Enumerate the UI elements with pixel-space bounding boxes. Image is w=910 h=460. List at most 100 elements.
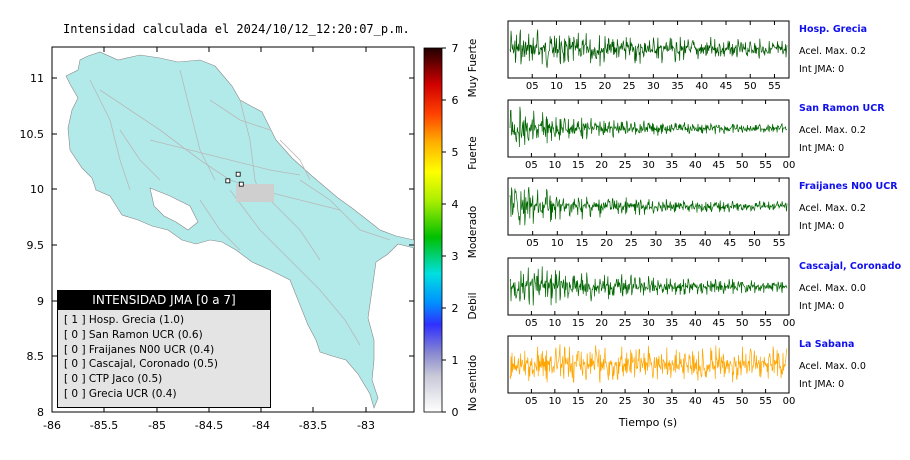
colorbar-tick-label: 6 xyxy=(452,94,459,107)
map-y-tick-label: 10 xyxy=(30,183,44,196)
trace-x-tick-label: 15 xyxy=(576,238,589,249)
map-x-tick-label: -83 xyxy=(357,419,375,432)
trace-x-tick-label: 25 xyxy=(623,81,636,92)
station-accel: Acel. Max. 0.2 xyxy=(799,46,866,57)
trace-x-tick-label: 55 xyxy=(768,81,781,92)
station-accel: Acel. Max. 0.0 xyxy=(799,283,866,294)
trace-panel: 05 10 15 20 25 30 35 40 45 50 55 xyxy=(507,20,790,92)
map-x-tick-label: -85 xyxy=(148,419,166,432)
trace-x-tick-label: 35 xyxy=(671,81,684,92)
map-x-tick-label: -84.5 xyxy=(195,419,223,432)
trace-x-tick-label: 40 xyxy=(699,238,712,249)
station-int-jma: Int JMA: 0 xyxy=(799,143,845,154)
trace-panel: 05 10 15 20 25 30 35 40 45 50 55 00 xyxy=(507,99,796,171)
station-name: Hosp. Grecia xyxy=(799,24,868,35)
trace-x-tick-label: 55 xyxy=(759,160,772,171)
trace-x-tick-label: 40 xyxy=(689,318,702,329)
colorbar-tick-label: 3 xyxy=(452,250,459,263)
station-int-jma: Int JMA: 0 xyxy=(799,221,845,232)
trace-x-tick-label: 55 xyxy=(773,238,786,249)
urban-area xyxy=(236,184,274,202)
trace-x-tick-label: 25 xyxy=(625,238,638,249)
trace-x-tick-label: 45 xyxy=(712,318,725,329)
trace-x-tick-label: 40 xyxy=(689,396,702,407)
map-axes: -86 -85.5 -85 -84.5 -84 -83.5 -83 11 10.5 10 9.5 9 8… xyxy=(20,47,414,432)
legend-item: [ 1 ] Hosp. Grecia (1.0) xyxy=(64,314,185,326)
station-int-jma: Int JMA: 0 xyxy=(799,64,845,75)
trace-x-tick-label: 55 xyxy=(759,396,772,407)
colorbar-level-label: Debil xyxy=(467,292,479,319)
trace-x-tick-label: 00 xyxy=(783,160,796,171)
trace-x-tick-label: 35 xyxy=(666,160,679,171)
map-x-tick-label: -85.5 xyxy=(90,419,118,432)
trace-x-tick-label: 30 xyxy=(650,238,663,249)
trace-x-tick-label: 15 xyxy=(572,396,585,407)
legend-item: [ 0 ] Grecia UCR (0.4) xyxy=(64,387,177,400)
map-station-marker xyxy=(225,178,231,184)
colorbar-tick-label: 2 xyxy=(452,302,459,315)
waveform-line xyxy=(509,29,788,68)
nicoya-gulf xyxy=(149,187,199,231)
trace-x-tick-label: 45 xyxy=(712,160,725,171)
trace-x-tick-label: 15 xyxy=(572,160,585,171)
colorbar-tick-label: 1 xyxy=(452,354,459,367)
trace-x-tick-label: 10 xyxy=(548,396,561,407)
station-accel: Acel. Max. 0.2 xyxy=(799,203,866,214)
trace-x-tick-label: 05 xyxy=(525,318,538,329)
trace-x-tick-label: 10 xyxy=(550,81,563,92)
trace-x-tick-label: 20 xyxy=(599,81,612,92)
trace-x-tick-label: 50 xyxy=(736,318,749,329)
trace-x-tick-label: 00 xyxy=(783,396,796,407)
map-y-tick-label: 10.5 xyxy=(20,128,45,141)
trace-x-tick-label: 35 xyxy=(666,318,679,329)
trace-frame xyxy=(507,177,790,236)
trace-x-tick-label: 25 xyxy=(619,396,632,407)
trace-x-tick-label: 40 xyxy=(695,81,708,92)
trace-x-tick-label: 05 xyxy=(526,238,539,249)
trace-x-tick-label: 30 xyxy=(642,396,655,407)
map-x-tick-label: -86 xyxy=(43,419,61,432)
map-x-tick-label: -84 xyxy=(252,419,270,432)
trace-x-tick-label: 00 xyxy=(783,318,796,329)
colorbar-level-label: Muy Fuerte xyxy=(467,39,479,98)
map-y-tick-label: 9 xyxy=(37,295,44,308)
map-station-marker xyxy=(238,181,244,187)
trace-x-tick-label: 40 xyxy=(689,160,702,171)
legend-item: [ 0 ] Cascajal, Coronado (0.5) xyxy=(64,358,218,371)
trace-x-tick-label: 45 xyxy=(723,238,736,249)
map-title: Intensidad calculada el 2024/10/12_12:20… xyxy=(63,22,410,36)
trace-x-tick-label: 05 xyxy=(525,396,538,407)
legend-list: [ 1 ] Hosp. Grecia (1.0) [ 0 ] San Ramon … xyxy=(58,310,270,402)
waveform-line xyxy=(509,106,788,148)
map-x-tick-label: -83.5 xyxy=(299,419,327,432)
trace-x-tick-label: 30 xyxy=(642,318,655,329)
trace-x-tick-label: 20 xyxy=(595,160,608,171)
trace-x-tick-label: 45 xyxy=(712,396,725,407)
legend-title: INTENSIDAD JMA [0 a 7] xyxy=(58,291,270,310)
waveform-line xyxy=(509,266,788,306)
trace-panel: 05 10 15 20 25 30 35 40 45 50 55 xyxy=(507,177,790,249)
colorbar-tick-label: 0 xyxy=(452,406,459,419)
colorbar-tick-label: 5 xyxy=(452,146,459,159)
map-y-tick-label: 11 xyxy=(30,72,44,85)
waveform-line xyxy=(509,344,788,383)
legend-item: [ 0 ] CTP Jaco (0.5) xyxy=(64,373,163,386)
traces-xlabel: Tiempo (s) xyxy=(618,416,677,429)
trace-x-tick-label: 20 xyxy=(595,318,608,329)
trace-x-tick-label: 25 xyxy=(619,318,632,329)
trace-panel: 05 10 15 20 25 30 35 40 45 50 55 00 xyxy=(507,335,796,407)
trace-x-tick-label: 50 xyxy=(744,81,757,92)
intensity-legend: INTENSIDAD JMA [0 a 7] [ 1 ] Hosp. Greci… xyxy=(57,290,271,408)
trace-x-tick-label: 15 xyxy=(572,318,585,329)
trace-x-tick-label: 30 xyxy=(647,81,660,92)
trace-x-tick-label: 20 xyxy=(595,396,608,407)
waveform-line xyxy=(509,186,788,226)
map-y-tick-label: 8.5 xyxy=(27,350,45,363)
trace-x-tick-label: 45 xyxy=(720,81,733,92)
station-int-jma: Int JMA: 0 xyxy=(799,301,845,312)
station-name: San Ramon UCR xyxy=(799,103,885,114)
trace-x-tick-label: 15 xyxy=(574,81,587,92)
trace-x-tick-label: 25 xyxy=(619,160,632,171)
station-name: Cascajal, Coronado xyxy=(799,261,902,272)
